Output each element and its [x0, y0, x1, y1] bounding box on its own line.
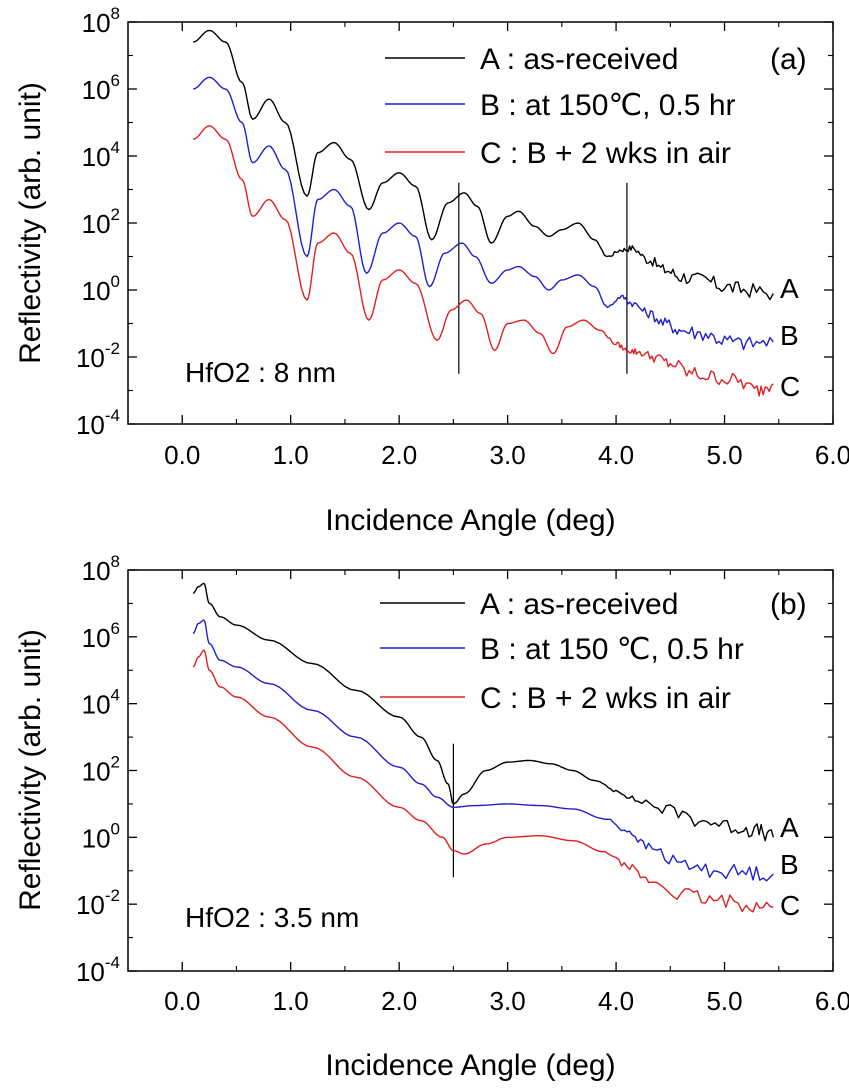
x-tick-label: 3.0	[490, 986, 526, 1016]
y-tick-label: 108	[82, 552, 120, 586]
series-end-label-b: B	[780, 849, 799, 880]
legend-label-c: C : B + 2 wks in air	[480, 682, 731, 715]
panel-a: 0.0 1.0 2.0 3.0 4.0 5.0 6.0 10-4 10-2 100 102 104 10…	[14, 4, 849, 537]
y-tick-label: 104	[82, 686, 120, 720]
x-tick-label: 4.0	[598, 440, 634, 470]
panel-label: (b)	[770, 588, 807, 621]
series-end-label-a: A	[780, 812, 799, 843]
y-tick-label: 10-4	[76, 406, 120, 440]
y-tick-label: 102	[82, 753, 120, 787]
series-end-label-a: A	[780, 273, 799, 304]
x-tick-label: 0.0	[164, 440, 200, 470]
x-tick-label: 6.0	[815, 986, 849, 1016]
y-tick-label: 102	[82, 205, 120, 239]
y-tick-label: 10-4	[76, 953, 120, 987]
y-axis-title: Reflectivity (arb. unit)	[14, 629, 47, 911]
series-end-label-b: B	[780, 320, 799, 351]
y-tick-label: 100	[82, 819, 120, 853]
series-line-c	[192, 125, 774, 397]
y-tick-label: 104	[82, 138, 120, 172]
legend-label-b: B : at 150 ℃, 0.5 hr	[480, 633, 744, 666]
y-tick-label: 100	[82, 272, 120, 306]
sample-annotation: HfO2 : 8 nm	[185, 357, 336, 388]
x-tick-label: 4.0	[598, 986, 634, 1016]
panel-label: (a)	[770, 43, 807, 76]
x-tick-label: 3.0	[490, 440, 526, 470]
y-tick-label: 10-2	[76, 339, 120, 373]
series-end-label-c: C	[780, 371, 800, 402]
series-line-b	[192, 76, 774, 351]
y-tick-label: 106	[82, 619, 120, 653]
sample-annotation: HfO2 : 3.5 nm	[185, 902, 359, 933]
series-line-a	[192, 582, 774, 842]
series-line-c	[192, 649, 774, 913]
y-tick-label: 106	[82, 71, 120, 105]
x-tick-label: 2.0	[381, 440, 417, 470]
x-axis-title: Incidence Angle (deg)	[325, 1049, 615, 1082]
series-line-a	[192, 29, 774, 301]
legend-label-a: A : as-received	[480, 588, 678, 621]
x-tick-label: 1.0	[273, 440, 309, 470]
x-tick-label: 1.0	[273, 986, 309, 1016]
panel-b: 0.0 1.0 2.0 3.0 4.0 5.0 6.0 10-4 10-2 100 102 104 10…	[14, 552, 849, 1082]
legend-label-b: B : at 150℃, 0.5 hr	[480, 89, 736, 122]
legend-label-a: A : as-received	[480, 43, 678, 76]
x-axis-title: Incidence Angle (deg)	[325, 504, 615, 537]
series-line-b	[192, 619, 774, 882]
y-tick-label: 10-2	[76, 886, 120, 920]
legend-label-c: C : B + 2 wks in air	[480, 137, 731, 170]
x-tick-label: 0.0	[164, 986, 200, 1016]
y-tick-label: 108	[82, 4, 120, 38]
series-end-label-c: C	[780, 890, 800, 921]
x-tick-label: 6.0	[815, 440, 849, 470]
y-axis-title: Reflectivity (arb. unit)	[14, 82, 47, 364]
x-tick-label: 2.0	[381, 986, 417, 1016]
x-tick-label: 5.0	[706, 440, 742, 470]
x-tick-label: 5.0	[706, 986, 742, 1016]
